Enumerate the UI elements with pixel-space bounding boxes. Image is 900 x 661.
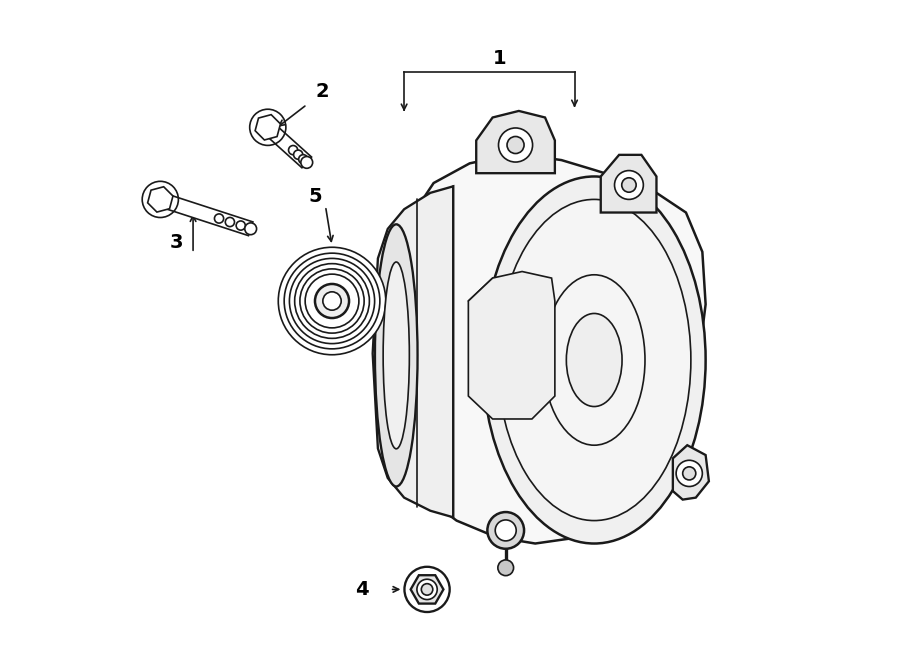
Circle shape (676, 460, 702, 486)
Circle shape (495, 520, 517, 541)
Polygon shape (673, 446, 709, 500)
Circle shape (245, 223, 256, 235)
Polygon shape (468, 272, 555, 419)
Text: 1: 1 (492, 49, 506, 68)
Text: 4: 4 (355, 580, 368, 599)
Circle shape (299, 155, 308, 164)
Circle shape (293, 150, 302, 159)
Text: 5: 5 (309, 186, 322, 206)
Polygon shape (410, 575, 444, 603)
Circle shape (507, 136, 524, 153)
Circle shape (278, 247, 386, 355)
Ellipse shape (544, 275, 645, 446)
Circle shape (622, 178, 636, 192)
Circle shape (236, 221, 246, 230)
Circle shape (284, 253, 380, 349)
Ellipse shape (383, 262, 410, 449)
Circle shape (290, 258, 374, 344)
Circle shape (305, 274, 359, 328)
Circle shape (499, 128, 533, 162)
Ellipse shape (566, 313, 622, 407)
Ellipse shape (375, 224, 418, 486)
Circle shape (294, 264, 369, 338)
Circle shape (417, 579, 437, 600)
Circle shape (289, 145, 298, 155)
Polygon shape (255, 114, 281, 140)
Circle shape (214, 214, 223, 223)
Text: 2: 2 (315, 82, 329, 100)
Circle shape (300, 269, 364, 333)
Circle shape (615, 171, 644, 200)
Polygon shape (263, 122, 311, 168)
Polygon shape (601, 155, 656, 213)
Ellipse shape (482, 176, 706, 543)
Circle shape (225, 217, 235, 227)
Ellipse shape (498, 200, 691, 521)
Polygon shape (373, 186, 454, 518)
Circle shape (323, 292, 341, 310)
Circle shape (421, 584, 433, 595)
Circle shape (498, 560, 514, 576)
Circle shape (683, 467, 696, 480)
Text: 3: 3 (169, 233, 183, 252)
Polygon shape (148, 187, 173, 212)
Polygon shape (476, 111, 555, 173)
Circle shape (488, 512, 524, 549)
Polygon shape (404, 153, 706, 543)
Circle shape (315, 284, 349, 318)
Circle shape (301, 157, 312, 169)
Polygon shape (158, 192, 253, 235)
